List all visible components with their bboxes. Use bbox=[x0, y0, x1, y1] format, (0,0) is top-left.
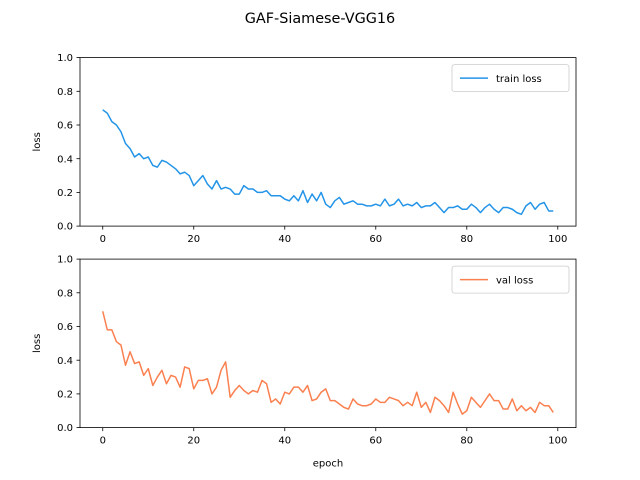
y-tick-label: 0.8 bbox=[57, 288, 73, 299]
x-tick-label: 100 bbox=[548, 234, 567, 245]
legend-label: val loss bbox=[496, 276, 533, 287]
y-tick-label: 0.6 bbox=[57, 322, 73, 333]
y-tick-label: 0.8 bbox=[57, 87, 73, 98]
y-tick-label: 0.2 bbox=[57, 188, 73, 199]
legend-box bbox=[451, 265, 570, 294]
y-tick-label: 0.6 bbox=[57, 121, 73, 132]
x-tick-label: 20 bbox=[187, 234, 200, 245]
y-tick-label: 0.0 bbox=[57, 423, 73, 434]
x-tick-label: 80 bbox=[460, 436, 473, 447]
y-axis-label: loss bbox=[32, 132, 43, 151]
series-line bbox=[102, 311, 554, 415]
y-axis-label: loss bbox=[32, 334, 43, 353]
y-tick-label: 1.0 bbox=[57, 53, 73, 64]
legend-box bbox=[451, 64, 570, 92]
x-tick-label: 0 bbox=[100, 436, 106, 447]
y-tick-label: 0.4 bbox=[57, 356, 73, 367]
x-tick-label: 20 bbox=[187, 436, 200, 447]
val-loss-panel: 0 20 40 60 80 100 0.0 0.2 0.4 0.6 0.8 1.0 loss epoch v… bbox=[32, 255, 577, 470]
x-axis-label: epoch bbox=[313, 459, 343, 470]
y-tick-label: 1.0 bbox=[57, 255, 73, 266]
axes-frame bbox=[79, 57, 577, 227]
x-tick-label: 100 bbox=[548, 436, 567, 447]
x-tick-label: 80 bbox=[460, 234, 473, 245]
y-tick-label: 0.2 bbox=[57, 390, 73, 401]
y-tick-label: 0.4 bbox=[57, 154, 73, 165]
x-tick-label: 0 bbox=[100, 234, 106, 245]
x-tick-label: 60 bbox=[369, 436, 382, 447]
legend-label: train loss bbox=[496, 74, 542, 85]
train-loss-panel: 0 20 40 60 80 100 0.0 0.2 0.4 0.6 0.8 1.0 loss train … bbox=[32, 53, 577, 245]
figure-title: GAF-Siamese-VGG16 bbox=[245, 11, 395, 27]
x-tick-label: 40 bbox=[278, 436, 291, 447]
x-tick-label: 40 bbox=[278, 234, 291, 245]
x-tick-label: 60 bbox=[369, 234, 382, 245]
axes-frame bbox=[79, 258, 577, 429]
series-line bbox=[102, 109, 554, 216]
y-tick-label: 0.0 bbox=[57, 222, 73, 233]
